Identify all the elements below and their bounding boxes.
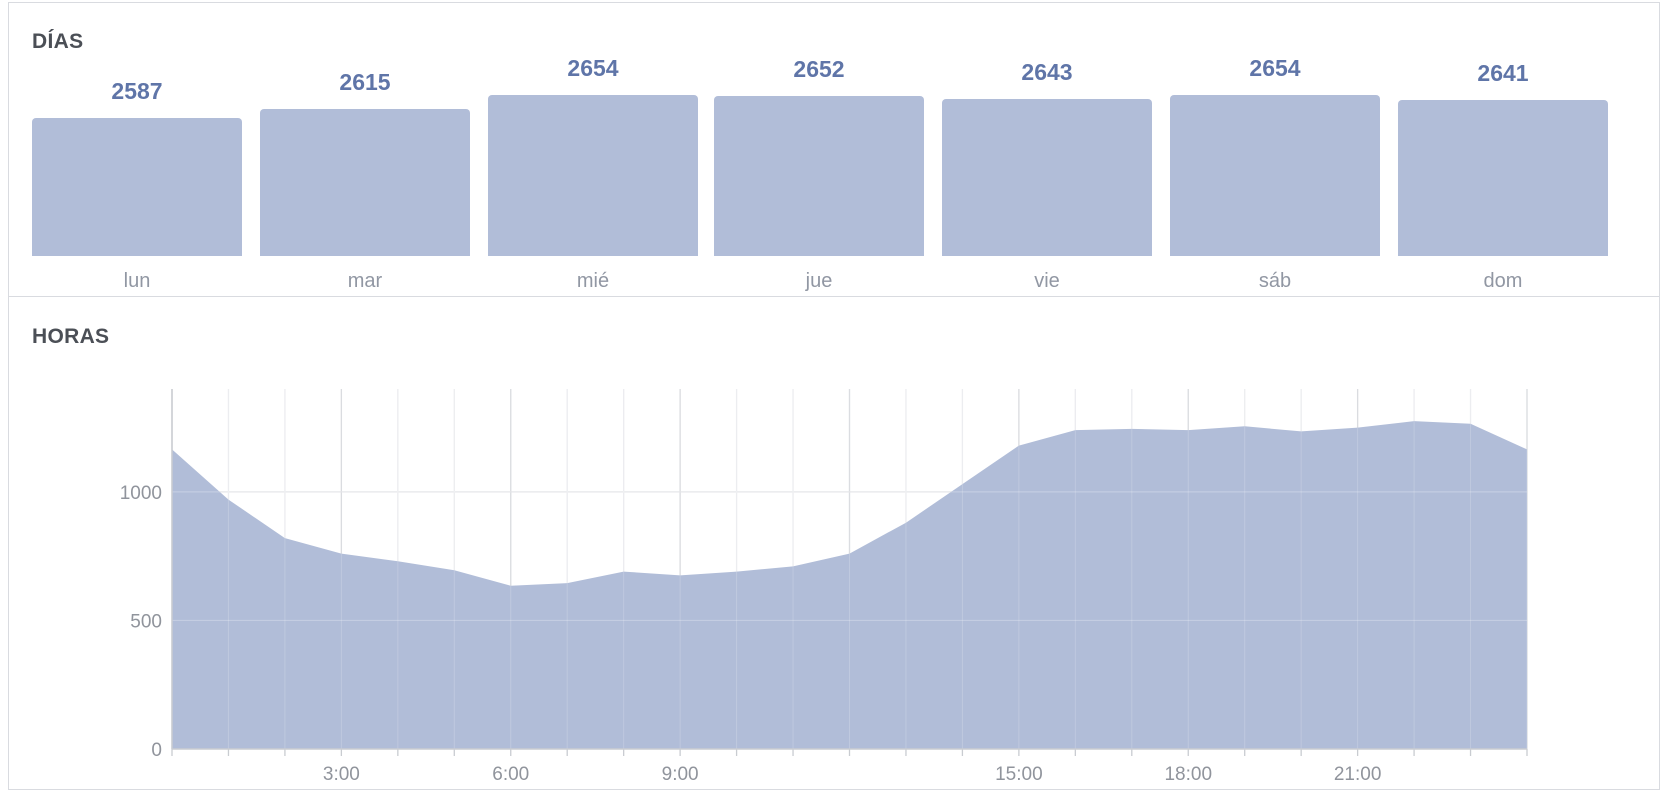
day-category-label: jue bbox=[805, 270, 833, 292]
days-section-title: DÍAS bbox=[32, 30, 84, 53]
x-tick-label: 9:00 bbox=[662, 764, 699, 785]
day-value-label: 2643 bbox=[1021, 59, 1073, 85]
day-category-label: lun bbox=[123, 270, 151, 292]
day-value-label: 2641 bbox=[1477, 60, 1529, 86]
hours-area-series bbox=[172, 421, 1527, 749]
day-category-label: dom bbox=[1483, 270, 1523, 292]
day-bar[interactable] bbox=[942, 99, 1152, 256]
x-tick-label: 18:00 bbox=[1164, 764, 1212, 785]
day-category-label: mar bbox=[347, 270, 383, 292]
section-divider bbox=[8, 296, 1660, 297]
y-tick-label: 1000 bbox=[120, 483, 162, 504]
x-tick-label: 6:00 bbox=[492, 764, 529, 785]
day-bar[interactable] bbox=[488, 95, 698, 256]
day-bar[interactable] bbox=[714, 96, 924, 256]
y-tick-label: 0 bbox=[151, 740, 162, 761]
day-value-label: 2587 bbox=[111, 78, 163, 104]
y-tick-label: 500 bbox=[130, 611, 162, 632]
x-tick-label: 21:00 bbox=[1334, 764, 1382, 785]
hours-section-title: HORAS bbox=[32, 325, 110, 348]
day-bar[interactable] bbox=[260, 109, 470, 256]
day-value-label: 2615 bbox=[339, 69, 391, 95]
day-category-label: mié bbox=[576, 270, 610, 292]
day-bar[interactable] bbox=[1170, 95, 1380, 256]
day-value-label: 2654 bbox=[567, 55, 619, 81]
x-tick-label: 15:00 bbox=[995, 764, 1043, 785]
x-tick-label: 3:00 bbox=[323, 764, 360, 785]
day-value-label: 2652 bbox=[793, 56, 845, 82]
day-category-label: vie bbox=[1034, 270, 1060, 292]
day-bar[interactable] bbox=[32, 118, 242, 256]
day-bar[interactable] bbox=[1398, 100, 1608, 256]
day-category-label: sáb bbox=[1258, 270, 1292, 292]
day-value-label: 2654 bbox=[1249, 55, 1301, 81]
